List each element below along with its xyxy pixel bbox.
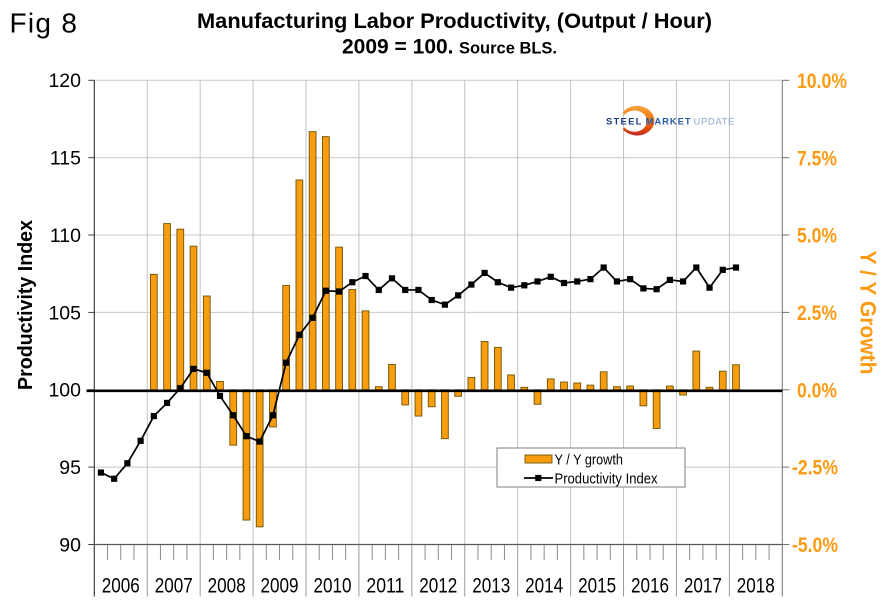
svg-text:2009: 2009 — [261, 575, 299, 598]
svg-text:Manufacturing Labor Productivi: Manufacturing Labor Productivity, (Outpu… — [197, 10, 712, 33]
svg-text:Fig 8: Fig 8 — [10, 8, 79, 39]
svg-text:100: 100 — [48, 380, 81, 402]
svg-text:7.5%: 7.5% — [797, 147, 837, 170]
svg-text:2017: 2017 — [684, 575, 722, 598]
svg-text:STEEL: STEEL — [606, 116, 643, 127]
svg-text:90: 90 — [59, 534, 81, 556]
svg-text:2018: 2018 — [737, 575, 775, 598]
svg-text:0.0%: 0.0% — [797, 379, 837, 402]
svg-text:115: 115 — [50, 148, 81, 170]
svg-text:Productivity Index: Productivity Index — [15, 220, 37, 390]
svg-text:Productivity Index: Productivity Index — [555, 471, 658, 488]
svg-text:110: 110 — [50, 225, 81, 247]
svg-text:2008: 2008 — [208, 575, 246, 598]
svg-text:UPDATE: UPDATE — [694, 116, 735, 127]
svg-text:5.0%: 5.0% — [797, 225, 837, 248]
svg-text:2009 = 100.: 2009 = 100. — [342, 36, 454, 59]
svg-text:2007: 2007 — [155, 575, 193, 598]
svg-text:2010: 2010 — [314, 575, 352, 598]
svg-text:-5.0%: -5.0% — [792, 534, 838, 557]
svg-text:2012: 2012 — [419, 575, 457, 598]
svg-text:Source BLS.: Source BLS. — [459, 40, 557, 58]
svg-text:-2.5%: -2.5% — [792, 457, 838, 480]
svg-text:2.5%: 2.5% — [797, 302, 837, 325]
svg-text:2011: 2011 — [366, 575, 404, 598]
svg-text:105: 105 — [48, 302, 81, 324]
svg-text:2014: 2014 — [525, 575, 563, 598]
svg-text:MARKET: MARKET — [646, 116, 692, 127]
svg-text:2006: 2006 — [102, 575, 140, 598]
svg-text:Y / Y Growth: Y / Y Growth — [856, 251, 881, 375]
svg-text:2013: 2013 — [472, 575, 510, 598]
svg-text:2015: 2015 — [578, 575, 616, 598]
svg-text:2016: 2016 — [631, 575, 669, 598]
svg-text:10.0%: 10.0% — [797, 70, 847, 93]
svg-text:Y / Y growth: Y / Y growth — [555, 452, 623, 469]
svg-text:120: 120 — [48, 70, 81, 92]
svg-text:95: 95 — [59, 457, 81, 479]
